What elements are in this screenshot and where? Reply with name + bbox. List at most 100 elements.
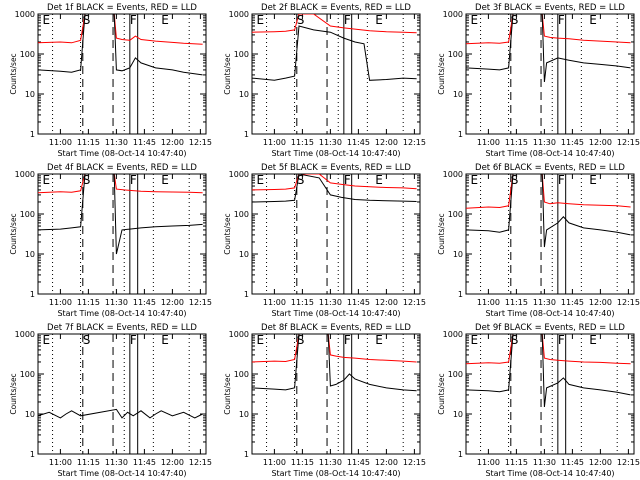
y-axis-label: Counts/sec: [9, 53, 18, 94]
x-tick-label: 11:00: [477, 458, 500, 467]
x-tick-label: 12:00: [161, 138, 184, 147]
x-tick-label: 12:00: [375, 298, 398, 307]
phase-marker: E: [42, 173, 50, 187]
x-tick-label: 12:00: [161, 458, 184, 467]
x-axis-label: Start Time (08-Oct-14 10:47:40): [57, 309, 186, 318]
phase-marker: F: [344, 333, 351, 347]
x-axis-label: Start Time (08-Oct-14 10:47:40): [57, 469, 186, 478]
x-tick-label: 12:15: [617, 138, 640, 147]
plot-frame: [465, 13, 635, 135]
y-tick-label: 100: [448, 370, 463, 379]
panel-det-2: 1 10 100 1000 11:00 11:15 11:30 11:45 12:00 12:15…: [223, 3, 426, 158]
series-lld: [466, 14, 631, 45]
series-events: [38, 174, 203, 255]
y-tick-label: 1000: [443, 10, 463, 19]
x-axis-label: Start Time (08-Oct-14 10:47:40): [485, 469, 614, 478]
x-tick-label: 12:15: [189, 298, 212, 307]
x-tick-label: 11:00: [263, 298, 286, 307]
x-tick-label: 11:15: [505, 298, 528, 307]
x-tick-label: 11:00: [263, 458, 286, 467]
y-tick-label: 1: [244, 290, 249, 299]
x-axis-label: Start Time (08-Oct-14 10:47:40): [271, 469, 400, 478]
y-tick-label: 10: [239, 410, 249, 419]
series-events: [252, 25, 417, 81]
phase-marker: E: [42, 13, 50, 27]
x-tick-label: 11:30: [319, 138, 342, 147]
phase-marker: E: [470, 333, 478, 347]
y-tick-label: 1000: [15, 330, 35, 339]
x-tick-label: 11:15: [77, 298, 100, 307]
phase-marker: F: [558, 333, 565, 347]
x-tick-label: 12:15: [189, 138, 212, 147]
y-tick-label: 10: [25, 250, 35, 259]
y-tick-label: 100: [448, 50, 463, 59]
phase-marker: S: [83, 173, 91, 187]
y-tick-label: 1: [458, 290, 463, 299]
x-tick-label: 12:00: [161, 298, 184, 307]
phase-marker: S: [297, 333, 305, 347]
phase-marker: E: [375, 173, 383, 187]
x-tick-label: 11:30: [105, 298, 128, 307]
x-tick-label: 12:15: [403, 458, 426, 467]
x-tick-label: 11:30: [319, 458, 342, 467]
panel-title: Det 3f BLACK = Events, RED = LLD: [475, 3, 625, 13]
x-tick-label: 12:15: [403, 138, 426, 147]
x-tick-label: 11:45: [133, 458, 156, 467]
series-lld: [466, 334, 631, 365]
y-axis-label: Counts/sec: [437, 53, 446, 94]
y-tick-label: 100: [20, 50, 35, 59]
x-tick-label: 11:00: [49, 138, 72, 147]
x-tick-label: 11:15: [505, 138, 528, 147]
y-tick-label: 1: [244, 450, 249, 459]
phase-marker: E: [589, 333, 597, 347]
x-tick-label: 11:45: [133, 138, 156, 147]
panel-title: Det 1f BLACK = Events, RED = LLD: [47, 3, 197, 13]
series-lld: [466, 174, 631, 209]
phase-marker: F: [130, 173, 137, 187]
x-tick-label: 11:45: [561, 458, 584, 467]
y-tick-label: 1: [30, 130, 35, 139]
x-tick-label: 11:00: [263, 138, 286, 147]
x-axis-label: Start Time (08-Oct-14 10:47:40): [485, 149, 614, 158]
phase-marker: F: [558, 173, 565, 187]
y-tick-label: 100: [20, 370, 35, 379]
x-axis-label: Start Time (08-Oct-14 10:47:40): [57, 149, 186, 158]
plot-frame: [251, 173, 421, 295]
panel-det-9: 1 10 100 1000 11:00 11:15 11:30 11:45 12:00 12:15…: [437, 323, 640, 478]
phase-marker: E: [161, 333, 169, 347]
x-tick-label: 11:45: [347, 458, 370, 467]
x-tick-label: 11:00: [49, 298, 72, 307]
phase-marker: S: [511, 333, 519, 347]
series-lld: [252, 174, 417, 191]
y-tick-label: 10: [453, 250, 463, 259]
x-tick-label: 11:00: [477, 138, 500, 147]
y-tick-label: 100: [234, 50, 249, 59]
y-tick-label: 10: [25, 90, 35, 99]
x-tick-label: 11:45: [561, 138, 584, 147]
panel-title: Det 7f BLACK = Events, RED = LLD: [47, 323, 197, 333]
phase-marker: S: [511, 13, 519, 27]
x-tick-label: 11:30: [319, 298, 342, 307]
panel-det-6: 1 10 100 1000 11:00 11:15 11:30 11:45 12:00 12:15…: [437, 163, 640, 318]
x-axis-label: Start Time (08-Oct-14 10:47:40): [271, 309, 400, 318]
y-tick-label: 100: [20, 210, 35, 219]
x-tick-label: 11:45: [133, 298, 156, 307]
phase-marker: E: [470, 173, 478, 187]
y-tick-label: 1000: [229, 10, 249, 19]
phase-marker: F: [558, 13, 565, 27]
plot-frame: [37, 333, 207, 455]
panel-title: Det 5f BLACK = Events, RED = LLD: [261, 163, 411, 173]
y-tick-label: 1: [30, 290, 35, 299]
x-tick-label: 12:00: [589, 298, 612, 307]
phase-marker: E: [161, 173, 169, 187]
x-tick-label: 11:30: [533, 458, 556, 467]
plot-frame: [251, 13, 421, 135]
y-axis-label: Counts/sec: [9, 373, 18, 414]
panel-title: Det 2f BLACK = Events, RED = LLD: [261, 3, 411, 13]
phase-marker: S: [83, 13, 91, 27]
y-tick-label: 10: [239, 250, 249, 259]
y-axis-label: Counts/sec: [223, 213, 232, 254]
y-tick-label: 10: [453, 90, 463, 99]
phase-marker: E: [256, 173, 264, 187]
